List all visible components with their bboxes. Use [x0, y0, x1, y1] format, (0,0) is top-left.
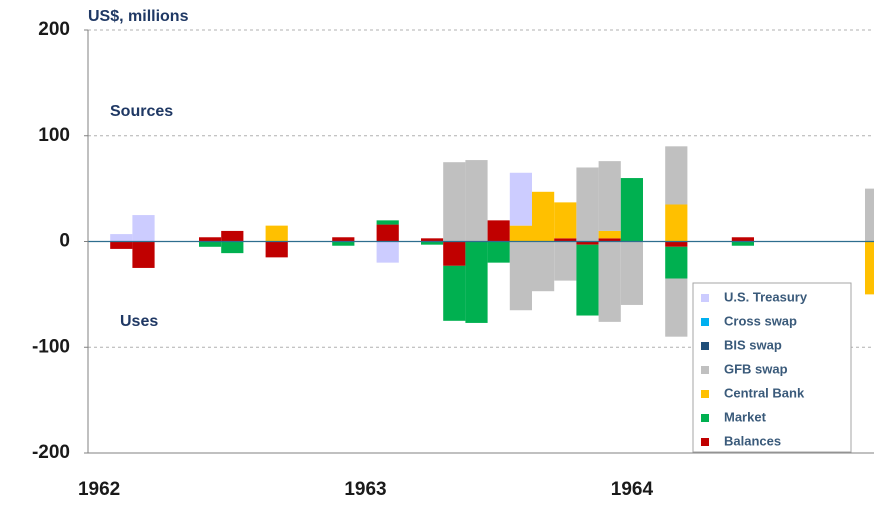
bar-segment [554, 202, 577, 239]
bar-segment [620, 241, 643, 305]
bar-segment [665, 146, 688, 205]
bar-segment [265, 225, 288, 242]
annotation: Uses [120, 313, 158, 330]
legend-marker [701, 318, 709, 326]
bar-segment [598, 230, 621, 239]
bar-segment [443, 241, 466, 266]
legend-marker [701, 342, 709, 350]
legend-label: Cross swap [724, 313, 797, 328]
legend-label: U.S. Treasury [724, 289, 808, 304]
legend: U.S. Treasury Cross swap BIS swap GFB swap C… [692, 282, 852, 453]
y-tick-label: 0 [59, 231, 70, 252]
bar-segment [865, 241, 874, 295]
bar-segment [598, 238, 621, 242]
bar-segment [865, 188, 874, 242]
legend-marker [701, 366, 709, 374]
bar-segment [421, 241, 444, 245]
y-tick-label: -100 [32, 336, 70, 357]
bar-segment [199, 241, 222, 247]
legend-marker [701, 294, 709, 302]
axes: 200 100 0 -100 -200 1962 1963 1964 [32, 19, 874, 500]
bar-segment [465, 241, 488, 323]
bar-segment [487, 241, 510, 263]
bar-segment [332, 237, 355, 242]
legend-marker [701, 438, 709, 446]
legend-marker [701, 414, 709, 422]
bar-segment [110, 241, 133, 249]
bar-segment [132, 215, 155, 242]
bar-segment [332, 241, 355, 246]
y-axis-label: US$, millions [88, 8, 189, 25]
bar-segment [110, 234, 133, 242]
legend-label: Central Bank [724, 385, 805, 400]
annotation: Sources [110, 103, 173, 120]
bar-segment [532, 241, 555, 292]
bar-segment [421, 238, 444, 242]
bar-segment [665, 246, 688, 279]
bar-segment [443, 265, 466, 321]
bar-segment [221, 230, 244, 242]
bar-segment [731, 237, 754, 242]
y-tick-label: -200 [32, 442, 70, 463]
bar-segment [576, 167, 599, 242]
y-tick-label: 200 [38, 19, 70, 40]
bar-segment [554, 241, 577, 281]
bars [110, 146, 874, 337]
bar-segment [221, 241, 244, 254]
bar-segment [576, 244, 599, 316]
bar-segment [376, 220, 399, 225]
bar-segment [620, 178, 643, 242]
x-tick-label: 1964 [611, 479, 654, 500]
bar-segment [465, 160, 488, 242]
legend-frame [692, 282, 852, 453]
x-tick-label: 1962 [78, 479, 120, 500]
y-tick-label: 100 [38, 125, 70, 146]
bar-segment [443, 162, 466, 242]
bar-segment [265, 241, 288, 258]
bar-segment [576, 241, 599, 245]
bar-segment [665, 278, 688, 337]
legend-marker [701, 390, 709, 398]
bar-segment [509, 172, 532, 226]
bar-segment [487, 220, 510, 242]
x-tick-label: 1963 [344, 479, 386, 500]
bar-segment [532, 191, 555, 242]
bar-segment [132, 241, 155, 268]
bar-segment [376, 224, 399, 242]
bar-segment [665, 204, 688, 242]
bar-segment [199, 237, 222, 242]
bar-segment [598, 161, 621, 231]
bar-segment [554, 238, 577, 242]
bar-segment [509, 225, 532, 242]
bar-segment [665, 241, 688, 247]
bar-segment [509, 241, 532, 311]
bar-segment [731, 241, 754, 246]
legend-label: Balances [724, 433, 781, 448]
legend-label: Market [724, 409, 767, 424]
bar-segment [376, 241, 399, 263]
legend-label: BIS swap [724, 337, 782, 352]
legend-label: GFB swap [724, 361, 788, 376]
bar-segment [598, 241, 621, 322]
